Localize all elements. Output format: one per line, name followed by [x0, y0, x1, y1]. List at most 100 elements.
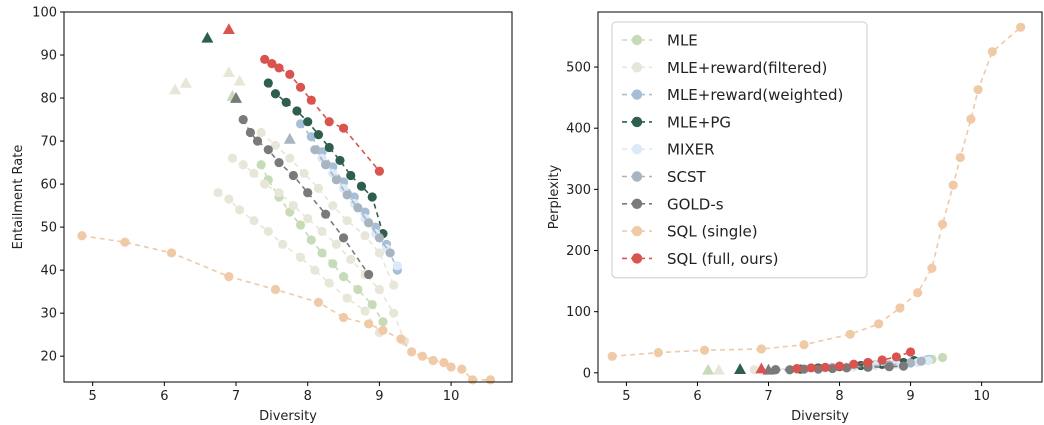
- data-point: [256, 127, 266, 138]
- x-tick-label: 7: [764, 389, 772, 404]
- data-point: [392, 261, 402, 271]
- triangle-marker: [283, 132, 296, 144]
- data-point: [756, 344, 766, 354]
- triangle-marker: [233, 74, 246, 86]
- y-tick-label: 40: [40, 264, 57, 279]
- data-point: [295, 252, 306, 262]
- series-sql-full-ours: [755, 347, 916, 374]
- data-point: [338, 233, 349, 243]
- triangle-marker: [712, 363, 725, 375]
- y-tick-label: 100: [32, 6, 57, 21]
- data-point: [360, 231, 370, 241]
- data-point: [364, 319, 374, 329]
- data-point: [338, 177, 349, 187]
- data-point: [224, 271, 234, 282]
- data-point: [877, 355, 887, 365]
- data-point: [792, 363, 802, 374]
- y-tick-label: 70: [40, 135, 57, 150]
- x-tick-label: 6: [160, 389, 168, 404]
- data-point: [973, 85, 983, 95]
- data-point: [303, 188, 313, 198]
- data-point: [292, 106, 302, 116]
- x-tick-label: 7: [232, 389, 240, 404]
- data-point: [389, 280, 399, 290]
- data-point: [353, 203, 363, 213]
- data-point: [874, 319, 884, 329]
- data-point: [653, 348, 663, 358]
- series-line: [242, 119, 370, 275]
- data-point: [374, 284, 384, 295]
- y-tick-label: 100: [566, 305, 591, 320]
- data-point: [360, 306, 370, 316]
- data-point: [948, 180, 958, 190]
- plot-area: [77, 23, 496, 385]
- data-point: [485, 375, 496, 385]
- data-point: [324, 278, 334, 288]
- triangle-marker: [702, 363, 715, 375]
- series-sql-single: [607, 22, 1026, 361]
- data-point: [378, 325, 388, 335]
- triangle-marker: [222, 23, 235, 35]
- data-point: [263, 78, 273, 88]
- perplexity-vs-diversity-chart: 5 6 7 8 9 100100200300400500DiversityPerplexi…: [547, 11, 1043, 424]
- triangle-marker: [169, 83, 182, 95]
- data-point: [295, 82, 306, 92]
- data-point: [439, 358, 449, 368]
- series-mle-pg: [201, 31, 388, 239]
- data-point: [303, 117, 313, 127]
- data-point: [771, 365, 781, 375]
- y-tick-label: 200: [566, 244, 591, 259]
- data-point: [342, 190, 352, 200]
- triangle-marker: [201, 31, 214, 43]
- data-point: [364, 269, 374, 280]
- data-point: [905, 358, 916, 368]
- y-tick-label: 400: [566, 122, 591, 137]
- data-point: [799, 340, 809, 350]
- axes-frame: [597, 11, 1043, 383]
- legend-marker: [631, 116, 643, 128]
- data-point: [321, 160, 331, 170]
- series-scst: [283, 132, 395, 258]
- data-point: [863, 357, 873, 368]
- triangle-marker: [230, 92, 243, 103]
- data-point: [313, 183, 324, 193]
- data-point: [834, 361, 845, 371]
- data-point: [263, 226, 273, 237]
- data-point: [306, 132, 316, 142]
- data-point: [324, 117, 334, 127]
- y-axis-label: Perplexity: [547, 164, 562, 229]
- data-point: [374, 166, 384, 176]
- series-line: [217, 192, 381, 333]
- data-point: [285, 153, 295, 163]
- data-point: [927, 263, 937, 273]
- data-point: [364, 218, 374, 228]
- legend-marker: [631, 225, 643, 237]
- data-point: [249, 216, 259, 226]
- entailment-vs-diversity-chart: 5 6 7 8 9 10 20 30 40 50 60 70 80 90 100 Diversity Entai…: [11, 6, 513, 424]
- legend-label: MLE+PG: [667, 113, 731, 131]
- data-point: [120, 237, 130, 247]
- data-point: [785, 365, 795, 375]
- y-axis-label: Entailment Rate: [11, 145, 26, 250]
- data-point: [446, 362, 456, 372]
- legend-label: MIXER: [667, 141, 715, 159]
- data-point: [331, 175, 341, 185]
- x-tick-label: 6: [693, 389, 701, 404]
- data-point: [245, 127, 255, 138]
- data-point: [295, 220, 306, 230]
- data-point: [299, 168, 309, 178]
- x-axis-label: Diversity: [259, 409, 317, 424]
- x-tick-label: 5: [89, 389, 97, 404]
- legend-label: MLE: [667, 32, 698, 50]
- legend-label: SCST: [667, 168, 707, 186]
- data-point: [342, 293, 352, 303]
- triangle-marker: [222, 66, 235, 78]
- y-tick-label: 0: [583, 366, 591, 381]
- data-point: [166, 248, 177, 258]
- legend-label: GOLD-s: [667, 195, 724, 213]
- legend-item: SCST: [622, 168, 707, 186]
- data-point: [367, 299, 377, 310]
- x-tick-label: 5: [622, 389, 630, 404]
- data-point: [260, 179, 270, 189]
